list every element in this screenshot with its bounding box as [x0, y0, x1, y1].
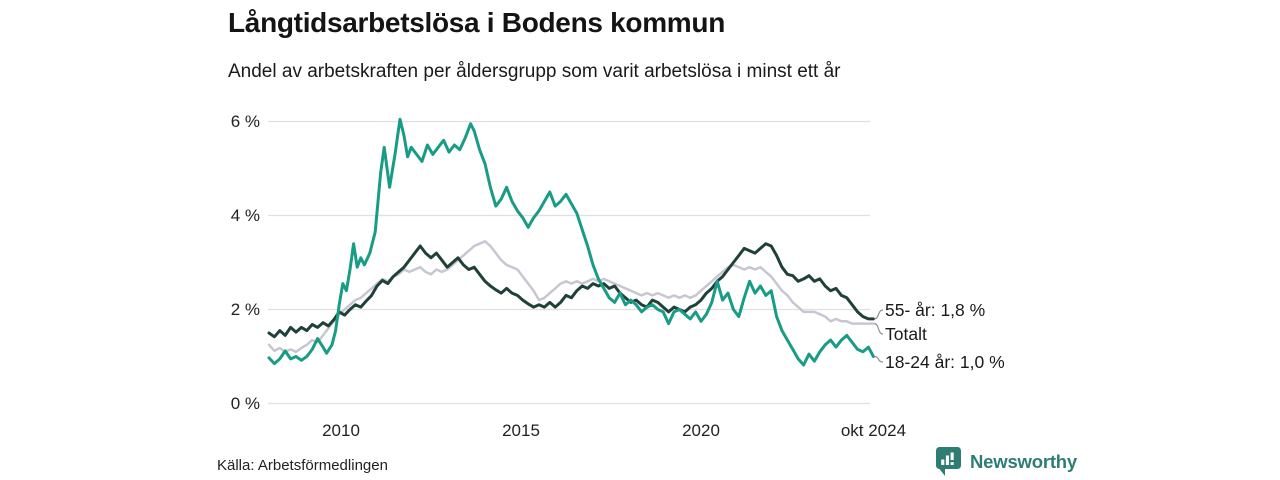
x-axis-tick-2015: 2015 — [502, 421, 540, 440]
newsworthy-branding: Newsworthy — [935, 446, 1077, 477]
source-attribution: Källa: Arbetsförmedlingen — [217, 457, 388, 474]
y-axis-tick-2pct: 2 % — [230, 299, 260, 319]
annotation-connector-1 — [874, 309, 884, 320]
annotation-connector-2 — [874, 323, 884, 335]
series-line-totalt — [267, 240, 875, 354]
y-axis-tick-6pct: 6 % — [230, 111, 260, 131]
y-axis-tick-0pct: 0 % — [230, 393, 260, 413]
chart-subtitle: Andel av arbetskraften per åldersgrupp s… — [228, 61, 841, 82]
x-axis-tick-2020: 2020 — [682, 421, 720, 440]
series-line-18-24-r — [267, 117, 875, 367]
series-line-55-r — [267, 242, 875, 339]
series-end-label-totalt: Totalt — [885, 324, 927, 344]
y-axis-tick-4pct: 4 % — [230, 205, 260, 225]
x-axis-tick-okt-2024: okt 2024 — [840, 421, 907, 440]
series-end-label-55-r: 55- år: 1,8 % — [885, 300, 986, 320]
newsworthy-logo-icon — [936, 447, 961, 476]
newsworthy-wordmark: Newsworthy — [970, 450, 1077, 472]
annotation-connector-3 — [874, 355, 884, 363]
series-end-label-18-24-r: 18-24 år: 1,0 % — [885, 352, 1005, 372]
x-axis-tick-2010: 2010 — [322, 421, 360, 440]
page-title: Långtidsarbetslösa i Bodens kommun — [228, 7, 725, 38]
